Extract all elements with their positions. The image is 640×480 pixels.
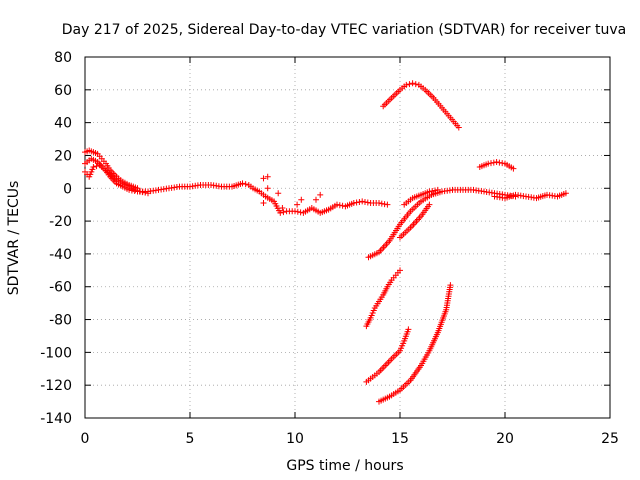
data-point [264,185,271,192]
data-point [239,180,246,187]
data-point [378,200,385,207]
tick-labels: 0 5 10 15 20 25 -140 -120 -100 -80 -60 -40 -20 0 20 40 6… [40,50,619,447]
data-point [381,201,388,208]
data-point [405,326,412,333]
y-axis-label: SDTVAR / TECUs [6,181,22,296]
chart-title: Day 217 of 2025, Sidereal Day-to-day VTE… [62,22,626,38]
y-tick-label: 0 [63,181,72,197]
data-point [336,202,343,209]
series-recovery [365,186,519,261]
series-diag-segment [397,201,433,241]
data-point [426,201,433,208]
plot-border [84,56,611,419]
y-tick-label: -120 [40,378,72,394]
data-points [82,80,569,405]
data-point [493,159,500,166]
data-point [496,159,503,166]
x-tick-label: 10 [286,431,304,447]
data-point [384,201,391,208]
data-point [313,196,319,203]
plot-frame [84,56,611,419]
data-point [142,189,149,196]
data-point [292,208,298,215]
y-tick-label: -140 [40,411,72,427]
data-point [432,187,438,194]
data-point [426,188,433,195]
data-point [350,200,357,207]
series-steep-line-2 [363,326,412,385]
data-point [359,198,366,205]
data-point [434,186,441,193]
data-point [376,200,382,207]
data-point [242,181,249,188]
x-tick-label: 25 [601,431,619,447]
data-point [280,209,287,216]
y-tick-label: -100 [40,345,72,361]
data-point [139,189,146,196]
y-tick-label: -20 [49,214,72,230]
data-point [297,209,304,216]
data-point [90,163,97,170]
data-point [429,188,436,195]
data-point [403,81,410,88]
y-tick-label: -40 [49,247,72,263]
data-point [455,124,462,131]
data-point [298,196,305,203]
y-tick-label: -60 [49,280,72,296]
series-steep-line-3 [376,282,454,405]
data-point [562,190,569,197]
data-point [260,200,267,207]
data-point [279,204,286,211]
data-point [275,190,282,197]
series-right-segment [401,186,441,208]
data-point [397,267,403,274]
data-point [260,175,267,182]
y-tick-label: 40 [54,116,72,132]
data-point [136,188,143,195]
data-point [264,173,271,180]
data-point [409,80,416,87]
y-tick-label: 60 [54,83,72,99]
data-point [334,201,340,208]
series-small-arc [476,159,517,172]
x-axis-label: GPS time / hours [286,458,403,474]
x-tick-label: 0 [81,431,90,447]
series-lower-spread [82,162,151,197]
y-tick-label: 80 [54,50,72,66]
data-point [364,199,371,206]
x-tick-label: 15 [391,431,409,447]
series-tail [491,190,569,202]
grid [85,57,610,418]
data-point [362,198,368,205]
series-main-band [82,155,391,216]
data-point [412,81,419,88]
data-point [510,165,517,172]
data-point [406,81,413,88]
series-arc-top [380,80,462,131]
data-point [317,191,324,198]
data-point [294,201,301,208]
series-steep-line-1 [363,267,403,330]
x-tick-label: 20 [496,431,514,447]
data-point [353,199,360,206]
data-point [490,159,497,166]
series-spikes [260,173,324,211]
data-point [145,190,151,197]
data-point [485,160,492,167]
data-point [294,208,301,215]
y-tick-label: -80 [49,313,72,329]
x-tick-label: 5 [186,431,195,447]
data-point [93,163,100,170]
y-tick-label: 20 [54,148,72,164]
data-point [356,198,363,205]
data-point [447,282,454,289]
data-point [488,160,494,167]
data-point [499,160,506,167]
data-point [277,209,284,216]
